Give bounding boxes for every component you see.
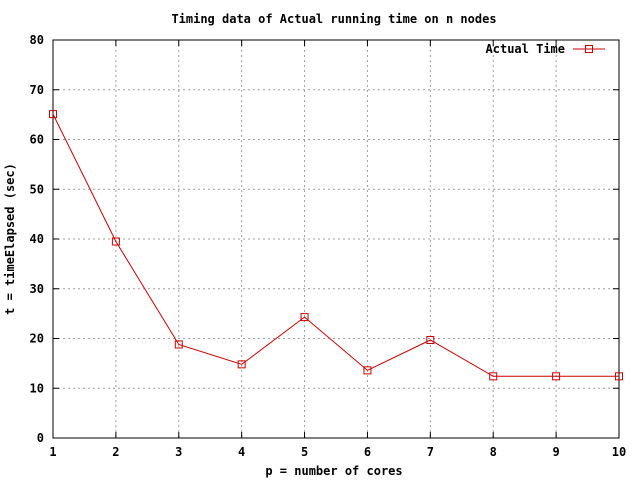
legend-label-actual-time: Actual Time [486,42,565,56]
x-axis-tick-labels: 1 2 3 4 5 6 7 8 9 10 [49,445,626,459]
x-tick-label: 5 [301,445,308,459]
y-axis-tick-labels: 0 10 20 30 40 50 60 70 80 [30,33,44,445]
x-tick-label: 9 [552,445,559,459]
data-point [615,372,623,381]
x-tick-label: 10 [612,445,626,459]
y-axis-label: t = timeElapsed (sec) [3,163,17,315]
y-tick-label: 20 [30,332,44,346]
x-tick-label: 2 [112,445,119,459]
x-tick-label: 4 [238,445,245,459]
x-tick-label: 6 [364,445,371,459]
x-axis-label: p = number of cores [265,464,402,478]
grid [53,40,619,438]
legend-marker [585,45,593,53]
x-tick-label: 1 [49,445,56,459]
legend: Actual Time [486,42,605,56]
data-point [363,366,372,375]
series-actual-time [49,110,623,381]
data-point [552,372,561,381]
data-point [237,360,246,369]
y-tick-label: 60 [30,133,44,147]
data-point [300,313,309,322]
chart-title: Timing data of Actual running time on n … [171,12,496,26]
y-tick-label: 50 [30,182,44,196]
axis-ticks [52,39,620,439]
x-tick-label: 3 [175,445,182,459]
y-tick-label: 70 [30,83,44,97]
data-point [174,340,183,349]
y-tick-label: 40 [30,232,44,246]
y-tick-label: 10 [30,381,44,395]
data-point [111,237,120,246]
legend-line-sample [573,45,605,53]
data-point [426,335,435,344]
y-tick-label: 80 [30,33,44,47]
data-point [49,110,57,119]
y-tick-label: 30 [30,282,44,296]
data-point [489,372,498,381]
x-tick-label: 8 [490,445,497,459]
x-tick-label: 7 [427,445,434,459]
y-tick-label: 0 [37,431,44,445]
series-line-actual-time [52,113,619,377]
